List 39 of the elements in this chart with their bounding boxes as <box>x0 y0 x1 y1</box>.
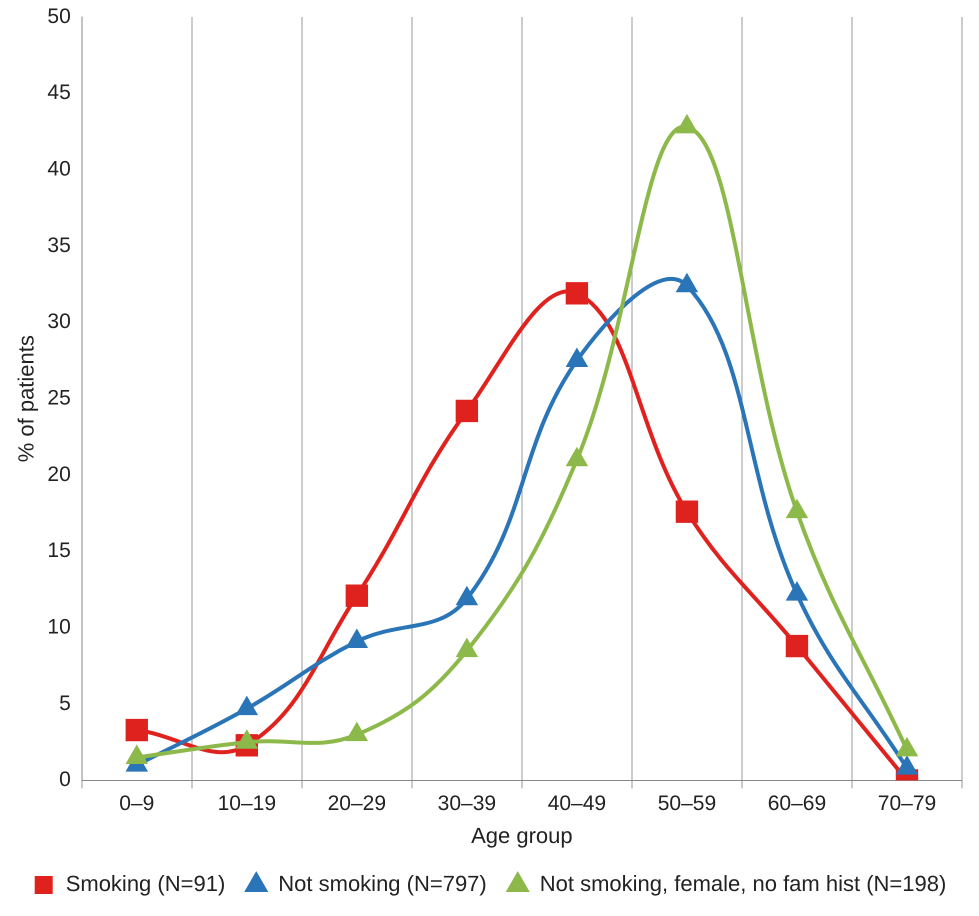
x-tick-label: 0–9 <box>119 792 154 815</box>
point <box>457 640 477 658</box>
point <box>787 583 807 601</box>
point <box>677 116 697 134</box>
point <box>787 500 807 518</box>
x-tick-label: 10–19 <box>218 792 276 815</box>
y-tick-label: 15 <box>47 539 71 562</box>
y-tick-label: 35 <box>47 234 71 257</box>
x-tick-label: 50–59 <box>658 792 716 815</box>
legend-label: Not smoking, female, no fam hist (N=198) <box>540 871 946 896</box>
x-tick-label: 20–29 <box>328 792 386 815</box>
x-axis-title: Age group <box>471 822 573 848</box>
point <box>897 757 917 775</box>
y-tick-label: 5 <box>59 692 71 715</box>
x-tick-label: 60–69 <box>768 792 826 815</box>
y-tick-label: 25 <box>47 386 71 410</box>
point <box>677 274 697 292</box>
x-tick-label: 70–79 <box>878 792 936 815</box>
point <box>347 630 367 648</box>
y-tick-label: 40 <box>47 157 71 180</box>
y-tick-label: 30 <box>47 310 71 334</box>
legend-label: Not smoking (N=797) <box>278 871 487 896</box>
y-tick-label: 20 <box>47 462 71 486</box>
y-axis-title: % of patients <box>13 335 38 462</box>
point <box>237 731 257 749</box>
point <box>567 448 587 466</box>
y-tick-label: 50 <box>47 4 71 28</box>
point <box>567 350 587 368</box>
point <box>347 724 367 742</box>
y-tick-label: 0 <box>59 768 71 792</box>
y-tick-label: 45 <box>47 81 71 104</box>
point <box>126 746 147 764</box>
y-tick-label: 10 <box>47 616 71 639</box>
point <box>897 738 917 756</box>
legend-label: Smoking (N=91) <box>66 871 226 896</box>
x-tick-label: 40–49 <box>548 792 606 815</box>
point <box>457 588 477 606</box>
point <box>237 698 257 716</box>
x-tick-label: 30–39 <box>438 792 496 815</box>
